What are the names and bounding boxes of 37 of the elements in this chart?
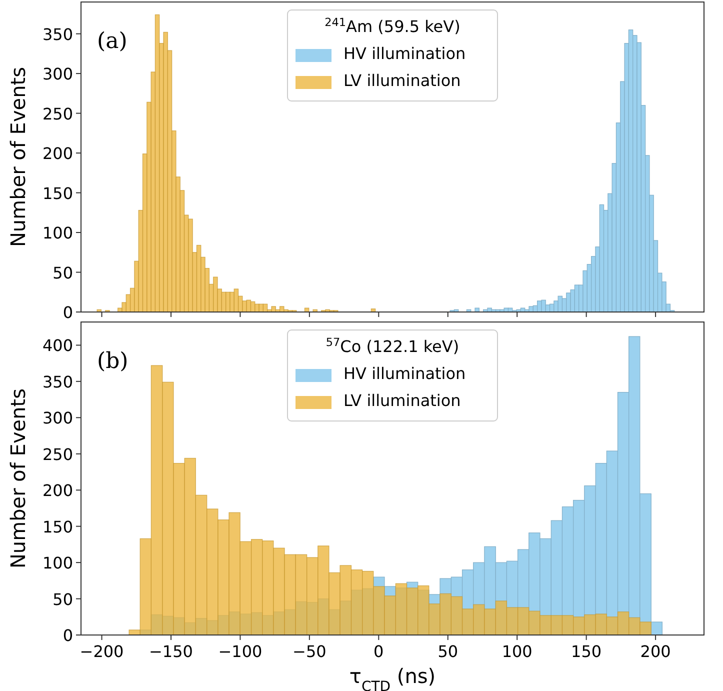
x-tick-label: 150 (571, 642, 602, 661)
legend-label: HV illumination (344, 364, 466, 383)
legend-title: $^{241}$Am (59.5 keV) (324, 16, 460, 36)
y-tick-label: 0 (62, 303, 73, 322)
y-tick-label: 250 (42, 444, 73, 464)
y-axis-title: Number of Events (6, 388, 30, 569)
x-tick-label: 100 (502, 642, 532, 661)
y-tick-label: 100 (42, 554, 73, 573)
y-tick-label: 300 (42, 64, 73, 84)
x-tick-label: 50 (438, 642, 458, 661)
y-tick-label: 350 (42, 24, 73, 44)
x-tick-label: 0 (374, 642, 384, 661)
x-axis-title: τ$_{CTD}$ (ns) (349, 664, 436, 691)
annotation: (b) (97, 349, 128, 374)
y-tick-label: 200 (42, 481, 73, 500)
y-tick-label: 0 (62, 626, 73, 645)
x-tick-label: −50 (292, 642, 326, 661)
legend-label: LV illumination (344, 71, 461, 90)
x-tick-label: −150 (149, 642, 193, 661)
legend-label: HV illumination (344, 44, 466, 63)
y-tick-label: 50 (52, 263, 73, 282)
y-tick-label: 250 (42, 104, 73, 124)
legend-title: $^{57}$Co (122.1 keV) (326, 336, 460, 356)
y-tick-label: 300 (42, 408, 73, 428)
y-tick-label: 50 (52, 590, 73, 609)
x-tick-label: 200 (640, 642, 671, 661)
y-tick-label: 200 (42, 144, 73, 164)
x-tick-label: −200 (80, 642, 124, 661)
y-tick-label: 100 (42, 224, 73, 243)
y-axis-title: Number of Events (6, 66, 30, 248)
y-tick-label: 350 (42, 372, 73, 392)
y-tick-label: 150 (42, 517, 73, 536)
y-tick-label: 400 (42, 336, 73, 356)
annotation: (a) (97, 29, 128, 54)
y-tick-label: 150 (42, 184, 73, 203)
x-tick-label: −100 (218, 642, 262, 661)
legend-label: LV illumination (344, 391, 461, 410)
